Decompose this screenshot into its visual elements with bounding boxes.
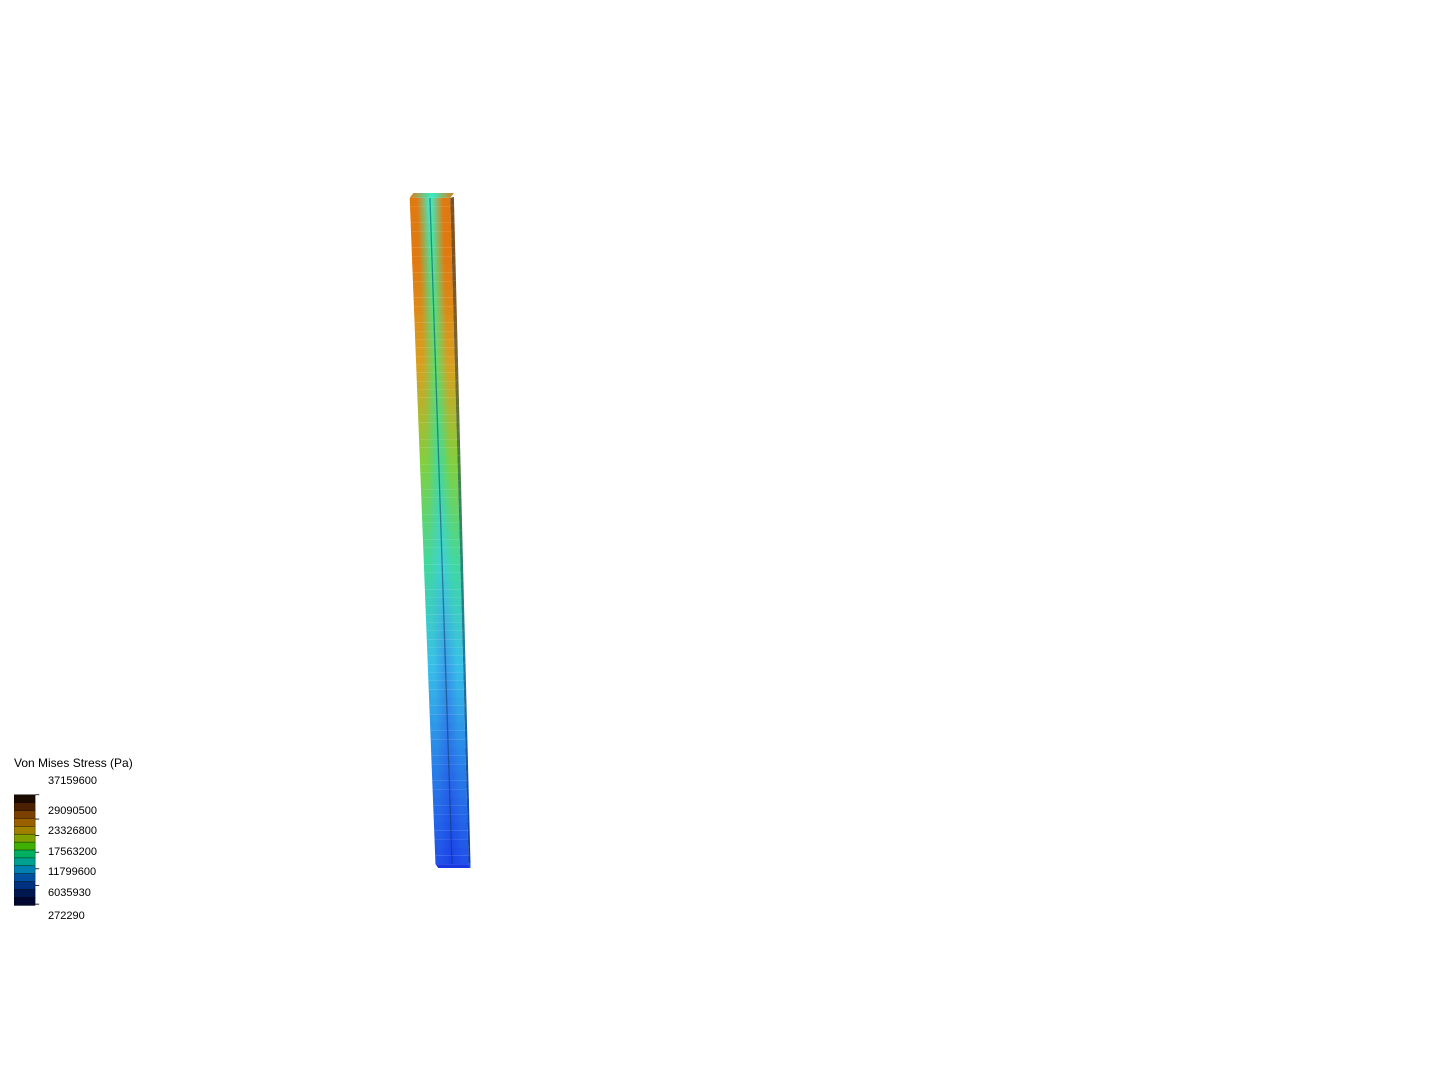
legend-tick-label: 272290 (48, 910, 85, 922)
legend-tick-label: 6035930 (48, 887, 91, 899)
legend-tick-label: 23326800 (48, 825, 97, 837)
legend: Von Mises Stress (Pa) 37159600 29090500 23… (14, 756, 214, 918)
legend-tick-label: 11799600 (48, 866, 96, 878)
fea-beam-svg (406, 190, 476, 870)
legend-title: Von Mises Stress (Pa) (14, 756, 214, 770)
legend-tick-label: 29090500 (48, 805, 97, 817)
fea-beam (406, 190, 476, 870)
legend-tick-label: 37159600 (48, 775, 97, 787)
legend-tick-label: 17563200 (48, 846, 97, 858)
legend-colorbar (14, 782, 40, 918)
legend-body: 3715960029090500233268001756320011799600… (14, 782, 214, 918)
